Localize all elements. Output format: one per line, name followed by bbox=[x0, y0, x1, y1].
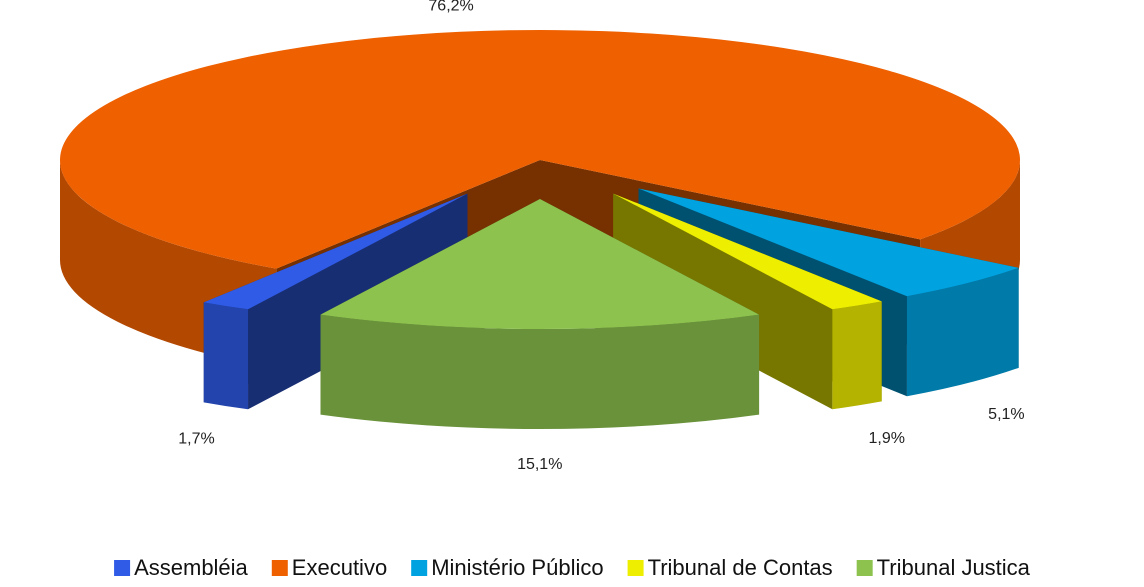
data-label: 1,7% bbox=[178, 431, 214, 448]
legend-swatch bbox=[411, 560, 428, 576]
slice-top bbox=[320, 199, 760, 329]
legend-label: Ministério Público bbox=[431, 555, 603, 580]
data-label: 15,1% bbox=[517, 456, 562, 473]
slice-inner-wall bbox=[203, 193, 468, 403]
slice-top bbox=[203, 193, 468, 310]
slice-outer-wall bbox=[203, 302, 249, 410]
slice-top bbox=[638, 188, 1019, 297]
slice-top bbox=[613, 193, 882, 310]
data-label: 1,9% bbox=[869, 430, 905, 447]
legend: Assembléia Executivo Ministério Público Tri… bbox=[114, 555, 1031, 580]
legend-label: Executivo bbox=[292, 555, 387, 580]
slice-outer-wall bbox=[906, 267, 1019, 397]
slice-top bbox=[59, 29, 1021, 269]
legend-swatch bbox=[856, 560, 873, 576]
slice-outer-wall bbox=[832, 301, 882, 410]
legend-swatch bbox=[627, 560, 644, 576]
legend-label: Tribunal de Contas bbox=[648, 555, 833, 580]
legend-label: Tribunal Justica bbox=[877, 555, 1031, 580]
slice bbox=[320, 199, 760, 429]
legend-swatch bbox=[271, 560, 288, 576]
data-label: 76,2% bbox=[428, 0, 473, 15]
legend-label: Assembléia bbox=[134, 555, 248, 580]
legend-swatch bbox=[114, 560, 131, 576]
slice-outer-wall bbox=[320, 314, 760, 429]
data-label: 5,1% bbox=[988, 406, 1024, 423]
